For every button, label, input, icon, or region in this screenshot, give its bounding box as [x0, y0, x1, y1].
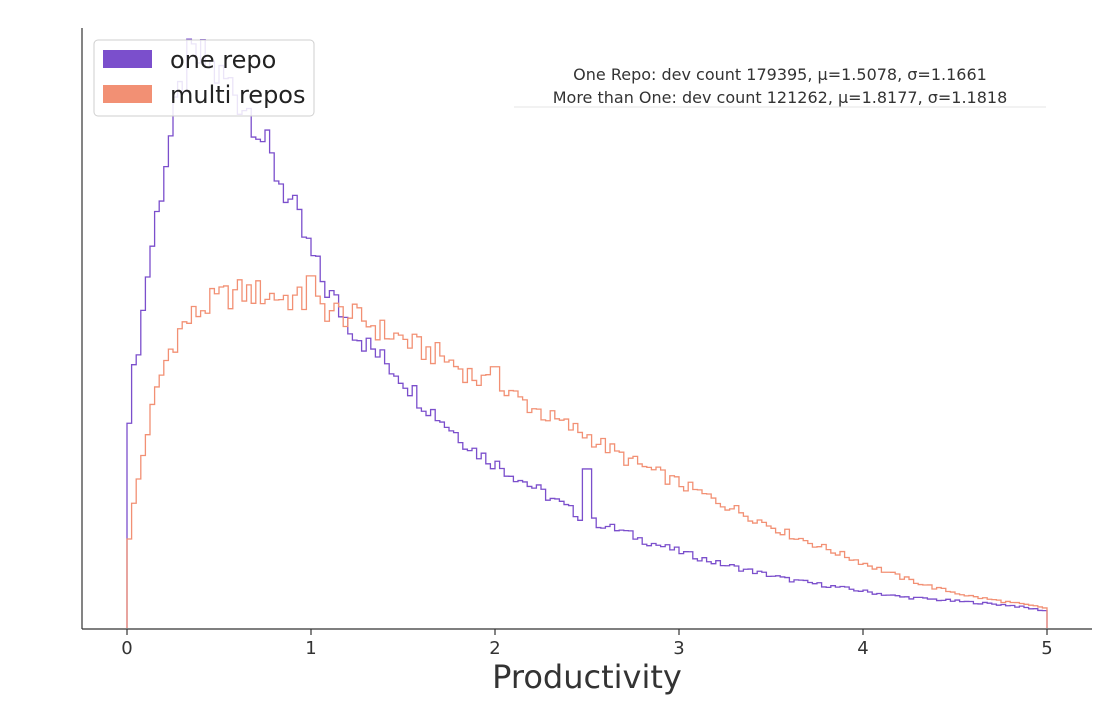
- annotation-line-2: More than One: dev count 121262, μ=1.817…: [553, 88, 1008, 107]
- legend-label-multi-repos: multi repos: [170, 81, 306, 109]
- x-tick-label: 3: [673, 638, 684, 659]
- legend-swatch-multi-repos: [103, 85, 152, 103]
- x-tick-label: 1: [305, 638, 316, 659]
- legend-label-one-repo: one repo: [170, 46, 276, 74]
- x-tick-label: 0: [121, 638, 132, 659]
- plot-area: [126, 38, 1048, 628]
- x-axis-label: Productivity: [492, 658, 682, 696]
- x-tick-label: 4: [857, 638, 868, 659]
- series-line-one-repo: [126, 38, 1048, 628]
- legend-swatch-one-repo: [103, 50, 152, 68]
- annotation-line-1: One Repo: dev count 179395, μ=1.5078, σ=…: [573, 65, 987, 84]
- series-line-multi-repos: [126, 275, 1048, 628]
- x-ticks: 0 1 2 3 4 5: [121, 629, 1053, 659]
- legend: one repo multi repos: [93, 39, 315, 117]
- x-tick-label: 2: [489, 638, 500, 659]
- x-tick-label: 5: [1041, 638, 1052, 659]
